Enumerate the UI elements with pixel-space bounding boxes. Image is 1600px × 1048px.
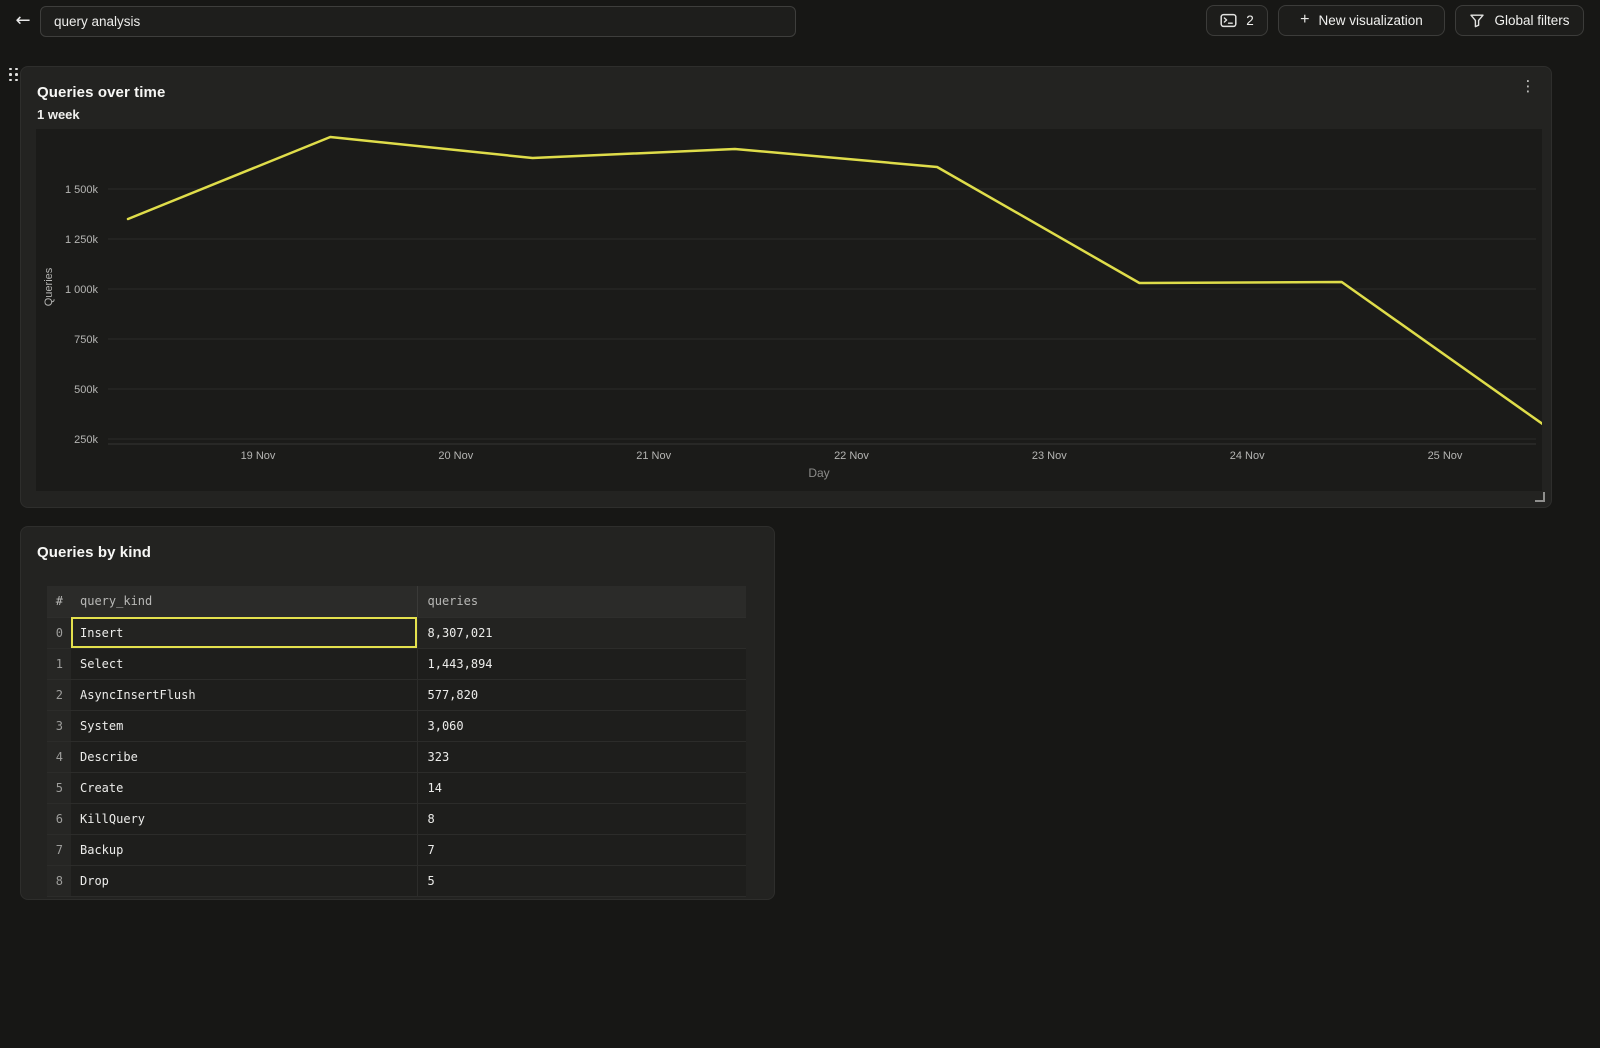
y-tick-label: 1 250k	[65, 234, 99, 246]
x-tick-label: 19 Nov	[241, 450, 276, 462]
row-index-cell[interactable]: 0	[47, 617, 71, 649]
global-filters-button[interactable]: Global filters	[1455, 5, 1584, 36]
row-index-cell[interactable]: 1	[47, 648, 71, 680]
y-tick-label: 500k	[74, 384, 98, 396]
queries-count-cell[interactable]: 8,307,021	[416, 617, 746, 649]
y-tick-label: 1 000k	[65, 284, 99, 296]
table-row: 1 Select 1,443,894	[47, 648, 746, 680]
queries-count-cell[interactable]: 323	[416, 741, 746, 773]
row-index-cell[interactable]: 7	[47, 834, 71, 866]
chart-title: Queries over time	[37, 84, 166, 101]
chart-svg: 1 500k 1 250k 1 000k 750k 500k 250k 19 Nov 20 N…	[43, 135, 1546, 480]
y-tick-label: 750k	[74, 334, 98, 346]
kebab-menu-icon: ⋮	[1520, 77, 1536, 95]
queries-by-kind-table: # query_kind queries 0 Insert 8,307,021 1 Selec…	[47, 586, 746, 897]
table-row: 8 Drop 5	[47, 865, 746, 897]
x-tick-label: 21 Nov	[636, 450, 671, 462]
x-tick-label: 25 Nov	[1428, 450, 1463, 462]
queries-count-cell[interactable]: 3,060	[416, 710, 746, 742]
new-visualization-label: New visualization	[1318, 13, 1423, 28]
table-row: 2 AsyncInsertFlush 577,820	[47, 679, 746, 711]
y-tick-label: 250k	[74, 434, 98, 446]
queries-count-cell[interactable]: 7	[416, 834, 746, 866]
table-header-row: # query_kind queries	[47, 586, 746, 618]
y-axis-title: Queries	[43, 267, 55, 306]
table-row: 3 System 3,060	[47, 710, 746, 742]
filter-funnel-icon	[1469, 13, 1485, 28]
row-index-cell[interactable]: 5	[47, 772, 71, 804]
x-tick-label: 20 Nov	[438, 450, 473, 462]
chart-menu-button[interactable]: ⋮	[1517, 75, 1539, 97]
query-kind-cell[interactable]: Backup	[71, 834, 417, 866]
console-icon	[1220, 13, 1237, 28]
table-row: 7 Backup 7	[47, 834, 746, 866]
x-axis-title: Day	[808, 466, 829, 480]
query-kind-cell[interactable]: Insert	[71, 617, 417, 649]
row-index-cell[interactable]: 6	[47, 803, 71, 835]
row-index-cell[interactable]: 4	[47, 741, 71, 773]
table-row: 4 Describe 323	[47, 741, 746, 773]
query-kind-cell[interactable]: AsyncInsertFlush	[71, 679, 417, 711]
new-visualization-button[interactable]: + New visualization	[1278, 5, 1445, 36]
query-kind-cell[interactable]: System	[71, 710, 417, 742]
topbar: ← 2 + New visualization Global filters	[0, 0, 1600, 44]
queries-count-cell[interactable]: 14	[416, 772, 746, 804]
row-index-cell[interactable]: 3	[47, 710, 71, 742]
global-filters-label: Global filters	[1494, 13, 1570, 28]
query-kind-cell[interactable]: Select	[71, 648, 417, 680]
table-title: Queries by kind	[37, 544, 152, 561]
panel-drag-handle-icon[interactable]	[7, 66, 20, 83]
x-tick-label: 24 Nov	[1230, 450, 1265, 462]
console-count-button[interactable]: 2	[1206, 5, 1268, 36]
query-kind-cell[interactable]: Describe	[71, 741, 417, 773]
column-header-queries[interactable]: queries	[416, 586, 746, 618]
table-panel: Queries by kind # query_kind queries 0 Inser…	[20, 526, 775, 900]
queries-over-time-chart[interactable]: 1 500k 1 250k 1 000k 750k 500k 250k 19 Nov 20 N…	[36, 129, 1546, 491]
queries-line-series[interactable]	[126, 135, 1546, 427]
table-row: 5 Create 14	[47, 772, 746, 804]
console-count: 2	[1246, 13, 1254, 28]
column-header-query_kind[interactable]: query_kind	[71, 586, 417, 618]
queries-count-cell[interactable]: 8	[416, 803, 746, 835]
row-index-cell[interactable]: 8	[47, 865, 71, 897]
table-row: 6 KillQuery 8	[47, 803, 746, 835]
query-kind-cell[interactable]: Create	[71, 772, 417, 804]
y-tick-label: 1 500k	[65, 184, 99, 196]
table-row: 0 Insert 8,307,021	[47, 617, 746, 649]
panel-resize-handle[interactable]	[1535, 492, 1545, 502]
dashboard-title-input[interactable]	[40, 6, 796, 37]
query-kind-cell[interactable]: Drop	[71, 865, 417, 897]
chart-subtitle: 1 week	[37, 107, 80, 122]
queries-count-cell[interactable]: 577,820	[416, 679, 746, 711]
back-arrow-icon: ←	[15, 10, 31, 31]
back-button[interactable]: ←	[10, 8, 36, 34]
queries-count-cell[interactable]: 1,443,894	[416, 648, 746, 680]
x-tick-label: 22 Nov	[834, 450, 869, 462]
chart-panel: Queries over time 1 week ⋮ 1 500k 1 250k 1…	[20, 66, 1552, 508]
queries-count-cell[interactable]: 5	[416, 865, 746, 897]
plus-icon: +	[1300, 11, 1310, 28]
x-tick-label: 23 Nov	[1032, 450, 1067, 462]
query-kind-cell[interactable]: KillQuery	[71, 803, 417, 835]
column-header-index: #	[47, 586, 71, 618]
row-index-cell[interactable]: 2	[47, 679, 71, 711]
